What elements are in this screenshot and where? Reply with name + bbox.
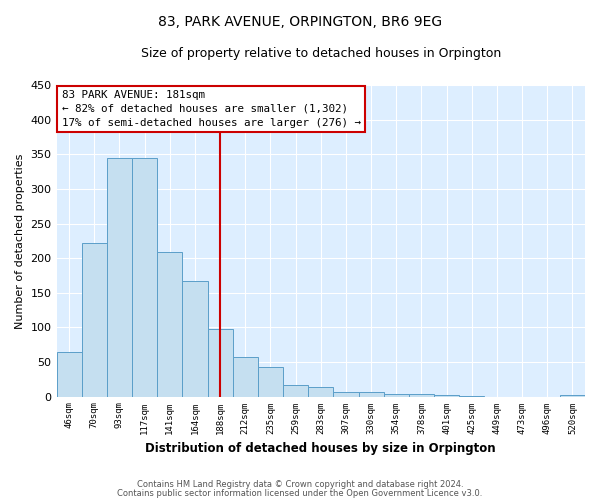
Text: 83, PARK AVENUE, ORPINGTON, BR6 9EG: 83, PARK AVENUE, ORPINGTON, BR6 9EG: [158, 15, 442, 29]
Bar: [560, 395, 585, 396]
Bar: [334, 392, 359, 396]
Bar: [208, 330, 233, 396]
Bar: [359, 392, 383, 396]
Bar: [233, 357, 258, 397]
Text: Contains HM Land Registry data © Crown copyright and database right 2024.: Contains HM Land Registry data © Crown c…: [137, 480, 463, 489]
Bar: [308, 387, 334, 396]
Bar: [283, 386, 308, 396]
Bar: [56, 352, 82, 397]
Bar: [383, 394, 409, 396]
Bar: [157, 252, 182, 396]
Bar: [434, 395, 459, 396]
Title: Size of property relative to detached houses in Orpington: Size of property relative to detached ho…: [140, 48, 501, 60]
Bar: [182, 281, 208, 396]
Bar: [107, 158, 132, 396]
Text: Contains public sector information licensed under the Open Government Licence v3: Contains public sector information licen…: [118, 490, 482, 498]
Bar: [409, 394, 434, 396]
Bar: [258, 367, 283, 396]
Bar: [132, 158, 157, 396]
Y-axis label: Number of detached properties: Number of detached properties: [15, 153, 25, 328]
X-axis label: Distribution of detached houses by size in Orpington: Distribution of detached houses by size …: [145, 442, 496, 455]
Bar: [82, 243, 107, 396]
Text: 83 PARK AVENUE: 181sqm
← 82% of detached houses are smaller (1,302)
17% of semi-: 83 PARK AVENUE: 181sqm ← 82% of detached…: [62, 90, 361, 128]
